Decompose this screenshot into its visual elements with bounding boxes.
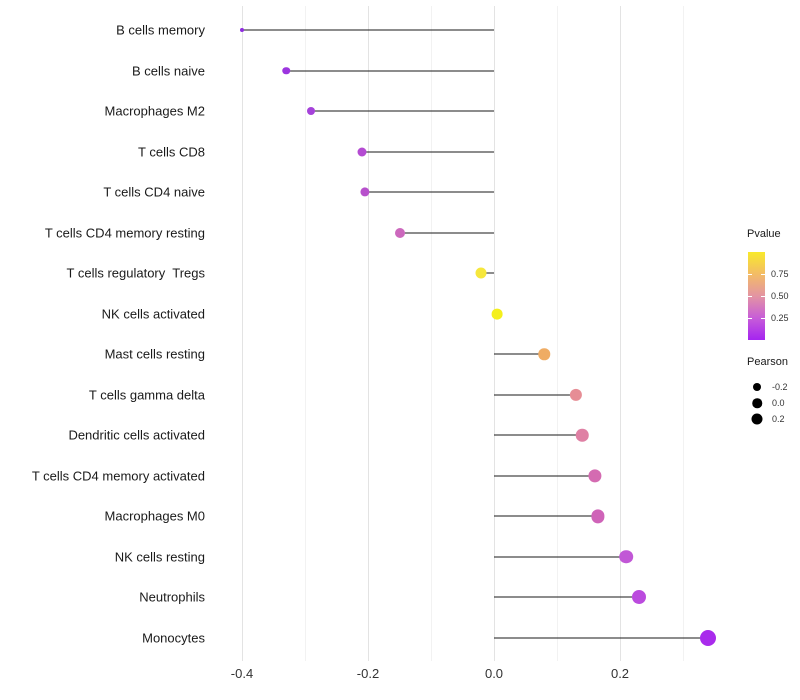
lollipop-dot: [360, 187, 370, 197]
category-label: NK cells resting: [114, 549, 205, 565]
category-label: Neutrophils: [139, 589, 205, 605]
category-label: Mast cells resting: [104, 346, 205, 362]
lollipop-dot: [491, 308, 503, 320]
category-label: Macrophages M0: [104, 508, 205, 524]
x-axis-tick-label: 0.0: [484, 666, 504, 681]
pearson-size-dot: [753, 383, 761, 391]
lollipop-dot: [591, 509, 605, 523]
gridline-major: [242, 6, 243, 661]
lollipop-stem: [311, 110, 494, 112]
pvalue-tick-mark: [761, 317, 765, 319]
pvalue-tick-mark: [748, 295, 752, 297]
lollipop-dot: [700, 629, 717, 646]
lollipop-stem: [494, 475, 595, 477]
x-axis-tick-label: -0.2: [356, 666, 380, 681]
pvalue-colorbar: [748, 252, 765, 340]
lollipop-dot: [307, 107, 316, 116]
lollipop-stem: [399, 232, 494, 234]
lollipop-dot: [394, 227, 405, 238]
lollipop-dot: [619, 550, 634, 564]
pearson-legend-title: Pearson: [747, 356, 788, 368]
gridline-minor: [557, 6, 558, 661]
lollipop-stem: [494, 353, 545, 355]
lollipop-stem: [286, 70, 494, 72]
lollipop-stem: [494, 556, 627, 558]
lollipop-stem: [494, 434, 583, 436]
gridline-major: [620, 6, 621, 661]
lollipop-dot: [282, 66, 290, 75]
gridline-major: [368, 6, 369, 661]
category-label: T cells CD8: [138, 144, 205, 160]
lollipop-stem: [242, 29, 494, 31]
pvalue-tick-mark: [748, 317, 752, 319]
pvalue-tick-mark: [748, 273, 752, 275]
lollipop-dot: [357, 147, 367, 157]
lollipop-dot: [575, 429, 589, 442]
gridline-minor: [431, 6, 432, 661]
lollipop-dot: [475, 267, 487, 279]
pearson-size-label: 0.0: [772, 398, 785, 408]
category-label: T cells CD4 memory activated: [31, 468, 205, 484]
lollipop-dot: [240, 28, 244, 32]
lollipop-stem: [364, 191, 494, 193]
category-label: T cells CD4 memory resting: [44, 225, 205, 241]
pearson-size-dot: [751, 413, 763, 425]
lollipop-dot: [588, 469, 602, 483]
category-label: T cells CD4 naive: [103, 184, 205, 200]
x-axis-tick-label: -0.4: [230, 666, 254, 681]
pvalue-tick-label: 0.25: [771, 313, 789, 323]
category-label: Monocytes: [142, 630, 205, 646]
lollipop-stem: [481, 272, 494, 274]
pearson-size-dot: [752, 398, 762, 408]
lollipop-stem: [361, 151, 494, 153]
category-label: Dendritic cells activated: [68, 427, 205, 443]
lollipop-stem: [494, 596, 639, 598]
category-label: T cells gamma delta: [88, 387, 205, 403]
pearson-size-label: -0.2: [772, 382, 788, 392]
gridline-minor: [305, 6, 306, 661]
lollipop-stem: [494, 394, 576, 396]
lollipop-dot: [631, 590, 646, 605]
category-label: B cells naive: [132, 63, 205, 79]
lollipop-stem: [494, 637, 709, 639]
x-axis-tick-label: 0.2: [610, 666, 630, 681]
lollipop-dot: [569, 388, 582, 401]
pvalue-tick-mark: [761, 295, 765, 297]
category-label: Macrophages M2: [104, 103, 205, 119]
pearson-size-label: 0.2: [772, 414, 785, 424]
category-label: NK cells activated: [101, 306, 205, 322]
lollipop-dot: [538, 348, 551, 360]
lollipop-stem: [494, 515, 598, 517]
pvalue-tick-label: 0.50: [771, 291, 789, 301]
pvalue-tick-label: 0.75: [771, 269, 789, 279]
category-label: B cells memory: [116, 22, 205, 38]
pvalue-tick-mark: [761, 273, 765, 275]
gridline-major: [494, 6, 495, 661]
gridline-minor: [683, 6, 684, 661]
pvalue-legend-title: Pvalue: [747, 228, 781, 240]
category-label: T cells regulatory Tregs: [66, 265, 205, 281]
